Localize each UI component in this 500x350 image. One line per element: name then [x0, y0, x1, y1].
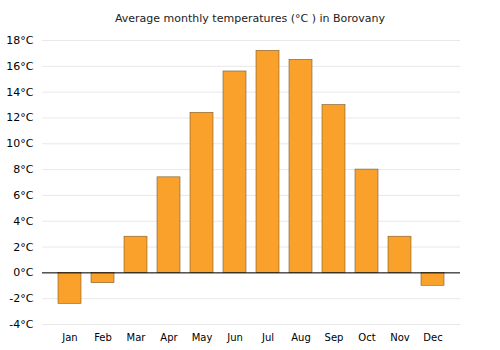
svg-text:2°C: 2°C	[13, 241, 33, 254]
svg-text:Jan: Jan	[61, 332, 77, 343]
svg-text:May: May	[192, 332, 213, 343]
svg-text:6°C: 6°C	[13, 189, 33, 202]
svg-text:10°C: 10°C	[6, 137, 33, 150]
svg-text:Aug: Aug	[291, 332, 311, 343]
svg-text:18°C: 18°C	[6, 34, 33, 47]
svg-text:Sep: Sep	[325, 332, 344, 343]
svg-text:Dec: Dec	[423, 332, 442, 343]
svg-text:Oct: Oct	[358, 332, 375, 343]
svg-text:4°C: 4°C	[13, 215, 33, 228]
svg-text:Nov: Nov	[390, 332, 410, 343]
svg-text:-4°C: -4°C	[9, 318, 33, 331]
html-text:Average monthly temperatures (: Average monthly temperatures (°C ) in Bo…	[114, 12, 385, 25]
svg-text:Feb: Feb	[94, 332, 112, 343]
svg-text:Jun: Jun	[226, 332, 243, 343]
svg-text:14°C: 14°C	[6, 86, 33, 99]
svg-text:Mar: Mar	[127, 332, 147, 343]
svg-text:0°C: 0°C	[13, 266, 33, 279]
svg-text:Apr: Apr	[160, 332, 178, 343]
svg-text:Jul: Jul	[261, 332, 274, 343]
svg-text:12°C: 12°C	[6, 111, 33, 124]
svg-text:8°C: 8°C	[13, 163, 33, 176]
svg-text:-2°C: -2°C	[9, 292, 33, 305]
svg-text:16°C: 16°C	[6, 60, 33, 73]
